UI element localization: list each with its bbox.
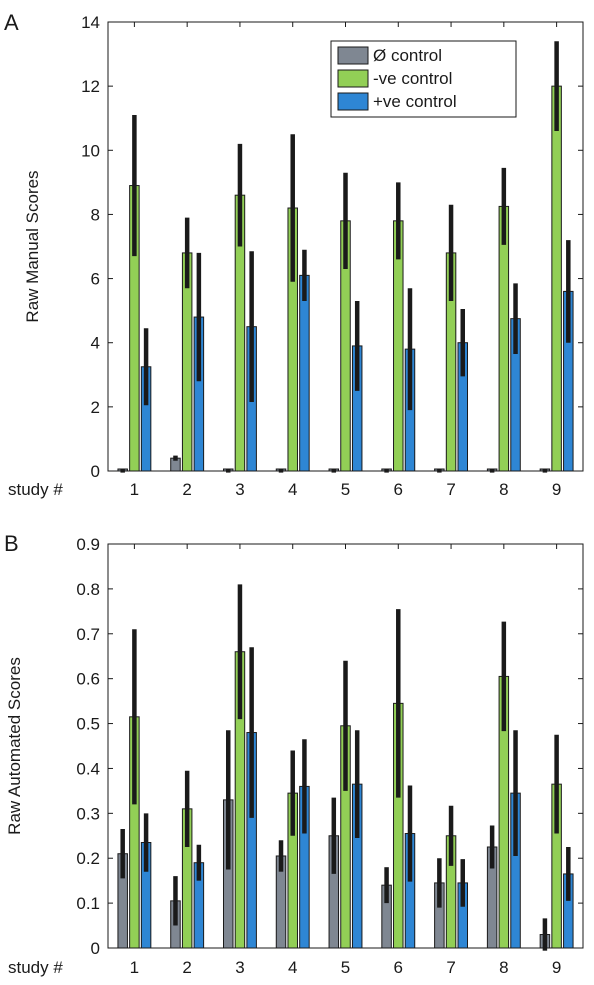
panel-a-ylabel: Raw Manual Scores [23,170,42,322]
panel-b-xtick-label: 3 [235,958,244,977]
panel-a-legend-swatch-0 [337,46,369,65]
panel-a-xtick-label: 5 [341,480,350,499]
panel-b-ytick-label: 0.1 [76,894,100,913]
panel-a-legend-label-0: Ø control [373,46,442,65]
panel-a-xtick-label: 2 [182,480,191,499]
panel-a-legend-label-1: -ve control [373,69,452,88]
panel-b-xlabel: study # [8,958,63,977]
panel-b-ylabel: Raw Automated Scores [5,657,24,835]
panel-a-xtick-label: 8 [499,480,508,499]
panel-a-legend-label-2: +ve control [373,92,457,111]
panel-a-ytick-label: 0 [91,462,100,481]
panel-a-xlabel: study # [8,480,63,499]
panel-a-ytick-label: 4 [91,334,100,353]
panel-b-ytick-label: 0.7 [76,625,100,644]
panel-a-legend-swatch-2 [337,92,369,111]
panel-b-ytick-label: 0.2 [76,849,100,868]
panel-a-legend-swatch-1 [337,69,369,88]
panel-b-xtick-label: 6 [394,958,403,977]
panel-a-bar-s1-c8 [498,205,510,472]
panel-b-ytick-label: 0.6 [76,670,100,689]
panel-a-letter: A [4,10,19,35]
panel-b-ytick-label: 0.5 [76,715,100,734]
panel-a-ytick-label: 6 [91,270,100,289]
panel-a-xtick-label: 3 [235,480,244,499]
panel-b-xtick-label: 7 [446,958,455,977]
panel-b-xtick-label: 8 [499,958,508,977]
panel-a-xtick-label: 7 [446,480,455,499]
panel-b-ytick-label: 0 [91,939,100,958]
panel-b-letter: B [4,531,19,556]
panel-a-ytick-label: 10 [81,141,100,160]
panel-a-ytick-label: 14 [81,13,100,32]
panel-a-xtick-label: 1 [130,480,139,499]
panel-a-xtick-label: 4 [288,480,297,499]
panel-a-bar-s1-c9 [551,85,562,472]
panel-b-xtick-label: 1 [130,958,139,977]
panel-a-ytick-label: 8 [91,205,100,224]
panel-b-ytick-label: 0.8 [76,580,100,599]
panel-a-xtick-label: 9 [552,480,561,499]
panel-b-xtick-label: 9 [552,958,561,977]
panel-b-ytick-label: 0.3 [76,804,100,823]
panel-b-xtick-label: 2 [182,958,191,977]
panel-b-xtick-label: 5 [341,958,350,977]
panel-b-xtick-label: 4 [288,958,297,977]
panel-a-ytick-label: 12 [81,77,100,96]
panel-a-bar-s2-c4 [299,274,310,472]
panel-b-ytick-label: 0.9 [76,535,100,554]
panel-b-ytick-label: 0.4 [76,759,100,778]
panel-a-ytick-label: 2 [91,398,100,417]
panel-a-xtick-label: 6 [394,480,403,499]
